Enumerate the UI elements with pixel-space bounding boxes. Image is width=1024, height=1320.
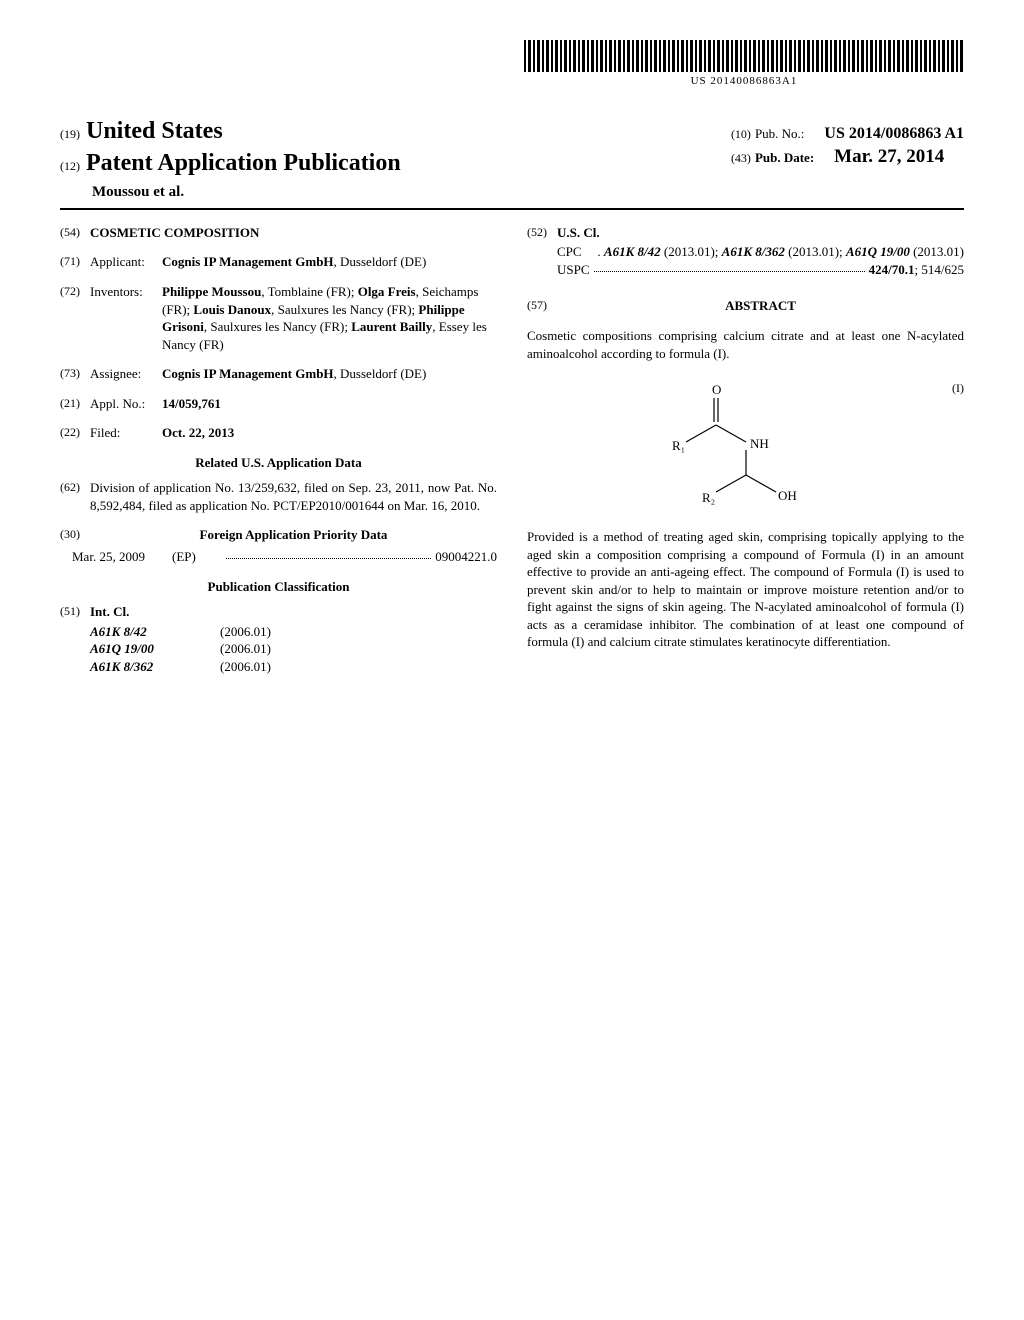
intcl-rows: A61K 8/42 (2006.01) A61Q 19/00 (2006.01)… <box>60 623 497 676</box>
intcl-row: A61K 8/42 (2006.01) <box>60 623 497 641</box>
abstract-header: (57) ABSTRACT <box>527 297 964 315</box>
priority-date: Mar. 25, 2009 <box>72 548 172 566</box>
priority-number: 09004221.0 <box>435 548 497 566</box>
field-code: (54) <box>60 224 90 242</box>
field-code: (72) <box>60 283 90 353</box>
foreign-priority-heading: Foreign Application Priority Data <box>90 526 497 544</box>
field-code: (71) <box>60 253 90 271</box>
two-column-body: (54) COSMETIC COMPOSITION (71) Applicant… <box>60 224 964 675</box>
pub-date-label: Pub. Date: <box>755 149 814 167</box>
barcode-lines <box>524 40 964 72</box>
field-label: Inventors: <box>90 283 162 353</box>
field-filed: (22) Filed: Oct. 22, 2013 <box>60 424 497 442</box>
cpc-line: CPC . A61K 8/42 (2013.01); A61K 8/362 (2… <box>557 243 964 261</box>
title-text: COSMETIC COMPOSITION <box>90 224 497 242</box>
pub-no-code: (10) <box>731 126 751 142</box>
priority-row: Mar. 25, 2009 (EP) 09004221.0 <box>72 548 497 566</box>
field-code: (62) <box>60 479 90 514</box>
field-code: (51) <box>60 603 90 621</box>
intcl-row: A61Q 19/00 (2006.01) <box>60 640 497 658</box>
formula-oh: OH <box>778 488 797 503</box>
field-code: (22) <box>60 424 90 442</box>
right-column: (52) U.S. Cl. CPC . A61K 8/42 (2013.01);… <box>527 224 964 675</box>
field-appl-no: (21) Appl. No.: 14/059,761 <box>60 395 497 413</box>
leader-dots <box>226 548 431 559</box>
cpc-text: . A61K 8/42 (2013.01); A61K 8/362 (2013.… <box>597 244 964 259</box>
priority-country: (EP) <box>172 548 222 566</box>
field-foreign-code: (30) Foreign Application Priority Data <box>60 526 497 544</box>
kind-code-19: (19) <box>60 126 80 142</box>
field-title: (54) COSMETIC COMPOSITION <box>60 224 497 242</box>
uscl-label: U.S. Cl. <box>557 224 964 242</box>
intcl-date: (2006.01) <box>220 623 271 641</box>
field-label: Applicant: <box>90 253 162 271</box>
formula-label: (I) <box>952 380 964 396</box>
intcl-code: A61Q 19/00 <box>90 640 190 658</box>
uspc-prefix: USPC <box>557 261 590 279</box>
intcl-date: (2006.01) <box>220 658 271 676</box>
barcode: US 20140086863A1 <box>524 40 964 89</box>
document-header: (19) United States (12) Patent Applicati… <box>60 97 964 202</box>
intcl-row: A61K 8/362 (2006.01) <box>60 658 497 676</box>
field-code: (52) <box>527 224 557 242</box>
formula-svg: O R₁ NH R₂ OH <box>646 380 846 510</box>
field-applicant: (71) Applicant: Cognis IP Management Gmb… <box>60 253 497 271</box>
field-code: (57) <box>527 297 557 315</box>
country-name: United States <box>86 115 223 147</box>
pub-date-code: (43) <box>731 150 751 166</box>
cpc-prefix: CPC <box>557 243 582 261</box>
intcl-label: Int. Cl. <box>90 603 497 621</box>
header-rule <box>60 208 964 210</box>
abstract-paragraph-2: Provided is a method of treating aged sk… <box>527 528 964 651</box>
formula-o: O <box>712 382 721 397</box>
intcl-code: A61K 8/42 <box>90 623 190 641</box>
kind-code-12: (12) <box>60 158 80 174</box>
formula-r1: R₁ <box>672 438 685 453</box>
field-code: (21) <box>60 395 90 413</box>
field-label: Appl. No.: <box>90 395 162 413</box>
filed-text: Oct. 22, 2013 <box>162 424 497 442</box>
formula-nh: NH <box>750 436 769 451</box>
field-label: Assignee: <box>90 365 162 383</box>
barcode-region: US 20140086863A1 <box>60 40 964 89</box>
publication-info: (10) Pub. No.: US 2014/0086863 A1 (43) P… <box>701 97 964 170</box>
abstract-heading: ABSTRACT <box>557 297 964 315</box>
related-data-heading: Related U.S. Application Data <box>60 454 497 472</box>
intcl-code: A61K 8/362 <box>90 658 190 676</box>
uspc-line: USPC 424/70.1; 514/625 <box>557 261 964 279</box>
authors: Moussou et al. <box>92 182 401 202</box>
pub-date-value: Mar. 27, 2014 <box>834 144 944 170</box>
appl-no-text: 14/059,761 <box>162 395 497 413</box>
applicant-text: Cognis IP Management GmbH, Dusseldorf (D… <box>162 253 497 271</box>
pub-no-label: Pub. No.: <box>755 125 804 143</box>
field-label: Filed: <box>90 424 162 442</box>
field-assignee: (73) Assignee: Cognis IP Management GmbH… <box>60 365 497 383</box>
abstract-paragraph-1: Cosmetic compositions comprising calcium… <box>527 327 964 362</box>
leader-dots <box>594 261 865 272</box>
field-code: (30) <box>60 526 90 544</box>
inventors-text: Philippe Moussou, Tomblaine (FR); Olga F… <box>162 283 497 353</box>
pub-no-value: US 2014/0086863 A1 <box>824 123 964 145</box>
barcode-text: US 20140086863A1 <box>524 74 964 89</box>
uspc-value: 424/70.1; 514/625 <box>869 261 964 279</box>
pub-classification-heading: Publication Classification <box>60 578 497 596</box>
assignee-text: Cognis IP Management GmbH, Dusseldorf (D… <box>162 365 497 383</box>
related-text: Division of application No. 13/259,632, … <box>90 479 497 514</box>
field-related: (62) Division of application No. 13/259,… <box>60 479 497 514</box>
intcl-date: (2006.01) <box>220 640 271 658</box>
field-uscl: (52) U.S. Cl. <box>527 224 964 242</box>
field-intcl: (51) Int. Cl. <box>60 603 497 621</box>
left-column: (54) COSMETIC COMPOSITION (71) Applicant… <box>60 224 497 675</box>
document-type: Patent Application Publication <box>86 147 401 179</box>
field-code: (73) <box>60 365 90 383</box>
formula-r2: R₂ <box>702 490 715 505</box>
chemical-formula: (I) O R₁ <box>527 380 964 510</box>
field-inventors: (72) Inventors: Philippe Moussou, Tombla… <box>60 283 497 353</box>
